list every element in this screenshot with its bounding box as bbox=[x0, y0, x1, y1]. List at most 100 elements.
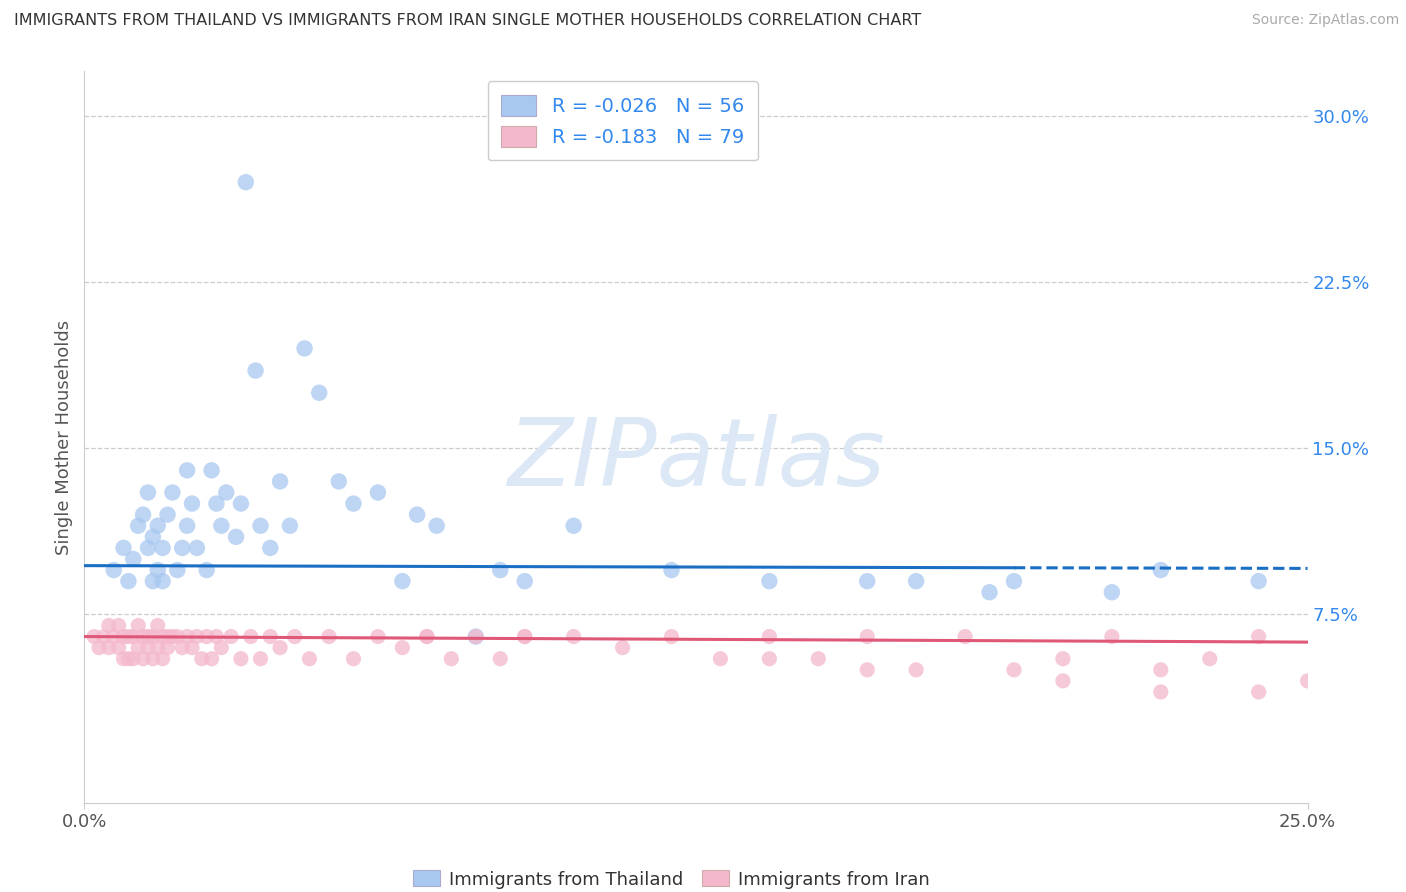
Point bbox=[162, 630, 184, 644]
Point bbox=[112, 630, 135, 644]
Point bbox=[215, 485, 238, 500]
Point bbox=[758, 630, 780, 644]
Point bbox=[328, 475, 350, 489]
Point bbox=[1150, 563, 1173, 577]
Point bbox=[416, 630, 439, 644]
Point bbox=[489, 651, 512, 665]
Point bbox=[107, 618, 129, 632]
Point bbox=[209, 640, 232, 655]
Point bbox=[152, 541, 174, 555]
Point bbox=[181, 497, 204, 511]
Point bbox=[152, 630, 174, 644]
Point bbox=[308, 385, 330, 400]
Point bbox=[1150, 685, 1173, 699]
Point bbox=[186, 630, 208, 644]
Point bbox=[93, 630, 115, 644]
Point bbox=[953, 630, 976, 644]
Point bbox=[269, 475, 291, 489]
Point bbox=[103, 563, 125, 577]
Point bbox=[758, 651, 780, 665]
Point bbox=[225, 530, 247, 544]
Point bbox=[661, 563, 683, 577]
Point bbox=[440, 651, 463, 665]
Point bbox=[294, 342, 316, 356]
Point bbox=[562, 630, 585, 644]
Text: IMMIGRANTS FROM THAILAND VS IMMIGRANTS FROM IRAN SINGLE MOTHER HOUSEHOLDS CORREL: IMMIGRANTS FROM THAILAND VS IMMIGRANTS F… bbox=[14, 13, 921, 29]
Point bbox=[367, 630, 389, 644]
Point bbox=[87, 640, 110, 655]
Point bbox=[464, 630, 486, 644]
Point bbox=[426, 518, 449, 533]
Point bbox=[200, 463, 222, 477]
Point bbox=[152, 574, 174, 589]
Point bbox=[83, 630, 105, 644]
Point bbox=[136, 630, 159, 644]
Point bbox=[249, 651, 271, 665]
Point bbox=[172, 640, 194, 655]
Point bbox=[127, 618, 149, 632]
Point bbox=[200, 651, 222, 665]
Point bbox=[122, 552, 145, 566]
Point bbox=[856, 663, 879, 677]
Legend: Immigrants from Thailand, Immigrants from Iran: Immigrants from Thailand, Immigrants fro… bbox=[406, 863, 936, 892]
Point bbox=[146, 618, 169, 632]
Point bbox=[127, 518, 149, 533]
Point bbox=[1150, 663, 1173, 677]
Point bbox=[249, 518, 271, 533]
Point bbox=[513, 630, 536, 644]
Point bbox=[758, 574, 780, 589]
Point bbox=[513, 630, 536, 644]
Point bbox=[97, 618, 120, 632]
Point bbox=[269, 640, 291, 655]
Text: Source: ZipAtlas.com: Source: ZipAtlas.com bbox=[1251, 13, 1399, 28]
Point bbox=[391, 640, 413, 655]
Point bbox=[136, 640, 159, 655]
Point bbox=[562, 518, 585, 533]
Point bbox=[229, 497, 252, 511]
Point bbox=[406, 508, 429, 522]
Point bbox=[1101, 630, 1123, 644]
Point bbox=[905, 663, 928, 677]
Point bbox=[132, 630, 155, 644]
Point bbox=[229, 651, 252, 665]
Point bbox=[122, 651, 145, 665]
Point bbox=[342, 651, 364, 665]
Point bbox=[219, 630, 242, 644]
Point bbox=[709, 651, 731, 665]
Point bbox=[284, 630, 307, 644]
Point bbox=[152, 651, 174, 665]
Point bbox=[181, 640, 204, 655]
Point bbox=[1247, 574, 1270, 589]
Point bbox=[176, 463, 198, 477]
Point bbox=[1296, 673, 1319, 688]
Text: ZIPatlas: ZIPatlas bbox=[508, 414, 884, 505]
Point bbox=[136, 541, 159, 555]
Point bbox=[162, 485, 184, 500]
Point bbox=[166, 630, 188, 644]
Point bbox=[136, 485, 159, 500]
Point bbox=[342, 497, 364, 511]
Point bbox=[259, 541, 281, 555]
Y-axis label: Single Mother Households: Single Mother Households bbox=[55, 319, 73, 555]
Point bbox=[146, 640, 169, 655]
Point bbox=[318, 630, 340, 644]
Point bbox=[127, 640, 149, 655]
Point bbox=[391, 574, 413, 589]
Point bbox=[513, 574, 536, 589]
Point bbox=[209, 518, 232, 533]
Point bbox=[205, 497, 228, 511]
Point bbox=[905, 574, 928, 589]
Point bbox=[416, 630, 439, 644]
Point bbox=[103, 630, 125, 644]
Point bbox=[1101, 585, 1123, 599]
Point bbox=[132, 651, 155, 665]
Point bbox=[156, 640, 179, 655]
Point bbox=[132, 508, 155, 522]
Point bbox=[146, 563, 169, 577]
Point bbox=[142, 530, 165, 544]
Point bbox=[156, 508, 179, 522]
Point bbox=[1198, 651, 1220, 665]
Point bbox=[117, 651, 139, 665]
Point bbox=[612, 640, 634, 655]
Point bbox=[1002, 663, 1025, 677]
